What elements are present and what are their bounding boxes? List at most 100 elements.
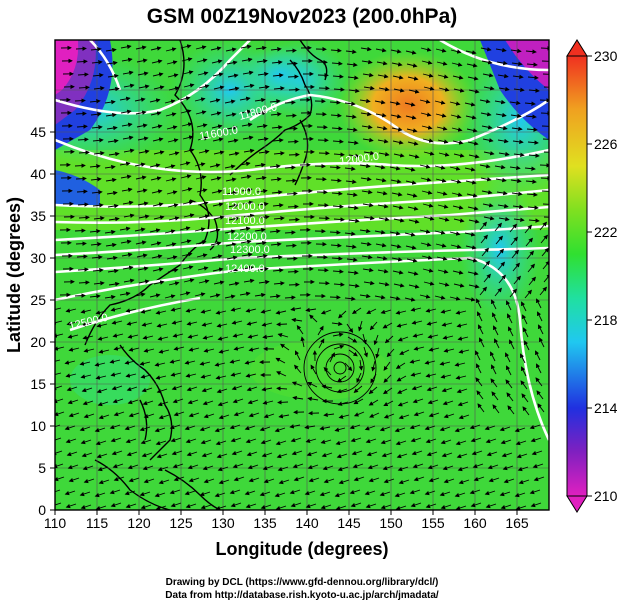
wind-arrow [196,188,208,193]
wind-arrow [126,321,138,326]
wind-arrow [471,450,483,456]
wind-arrow [497,261,505,271]
wind-arrow [197,266,209,271]
wind-arrow [285,178,297,183]
wind-arrow [245,373,257,378]
wind-arrow [530,437,542,443]
wind-arrow [505,352,511,363]
plot-frame [54,39,550,511]
wind-arrow [397,401,409,407]
wind-arrow [209,98,221,103]
wind-arrow [139,491,151,497]
wind-arrow [255,110,267,116]
wind-arrow [113,346,125,351]
wind-arrow [348,283,360,289]
wind-arrow [464,167,476,172]
wind-arrow [360,241,372,247]
wind-arrow [211,124,223,129]
wind-arrow [92,138,104,143]
wind-arrow [358,359,364,371]
wind-arrow [165,47,177,52]
wind-arrow [494,338,500,349]
warm-region [338,50,478,160]
wind-arrow [386,348,395,358]
wind-arrow [111,385,123,391]
wind-arrow [393,218,405,223]
wind-arrow [495,177,507,183]
wind-arrow [304,490,316,496]
wind-arrow [514,427,526,433]
wind-arrow [451,127,463,132]
wind-arrow [104,229,116,235]
wind-arrow [291,317,303,323]
wind-arrow [410,307,422,312]
wind-arrow [527,140,539,145]
wind-arrow [322,465,334,471]
wind-arrow [480,234,488,244]
wind-arrow [420,47,432,52]
wind-arrow [81,387,93,393]
wind-arrow [203,348,215,353]
wind-arrow [124,425,136,431]
wind-arrow [154,362,166,367]
wind-arrow [419,294,431,299]
wind-arrow [323,412,335,418]
wind-arrow [333,282,345,287]
wind-arrow [408,89,420,94]
wind-arrow [486,451,498,457]
wind-arrow [484,490,496,496]
wind-arrow [137,266,149,271]
wind-arrow [383,400,394,407]
wind-arrow [494,164,506,170]
wind-arrow [411,320,423,325]
wind-arrow [112,333,124,338]
wind-arrow [540,176,549,181]
colorbar: 230 226 222 218 214 210 [566,39,618,513]
wind-arrow [510,48,522,54]
wind-arrow [260,439,272,445]
y-tick-label: 25 [30,292,46,308]
wind-arrow [364,425,376,431]
wind-arrow [179,226,191,231]
wind-arrow [197,71,209,76]
wind-arrow [362,72,374,78]
wind-arrow [292,395,304,401]
wind-arrow [246,321,258,326]
wind-arrow [393,153,405,158]
wind-arrow [329,352,335,363]
wind-arrow [55,307,62,312]
wind-arrow [74,98,86,103]
wind-arrow [525,49,537,54]
wind-arrow [67,334,79,339]
wind-arrow [390,179,402,184]
wind-arrow [242,70,254,76]
wind-arrow [335,505,347,510]
wind-arrow [211,59,223,64]
wind-arrow [332,139,344,144]
wind-arrow [277,333,289,338]
wind-arrow [513,217,525,223]
wind-arrow [143,478,155,484]
wind-arrow [168,281,180,286]
wind-arrow [467,141,479,146]
wind-arrow [139,361,151,366]
wind-arrow [468,89,480,94]
wind-arrow [195,175,207,180]
wind-arrow [152,137,164,142]
wind-arrow [185,308,197,313]
wind-arrow [242,135,254,141]
wind-arrow [262,400,274,405]
wind-arrow [218,414,230,420]
wind-arrow [134,227,146,232]
wind-arrow [246,386,258,392]
wind-arrow [338,310,347,319]
wind-arrow [226,190,238,195]
wind-arrow [380,504,392,510]
wind-arrow [373,334,379,346]
wind-arrow [120,239,132,245]
wind-arrow [276,453,288,459]
plot-area: 11800.0 11600.0 12000.0 11900.0 12000.0 … [55,40,549,510]
wind-arrow [392,140,404,145]
wind-arrow [537,311,543,322]
wind-arrow [141,387,153,393]
